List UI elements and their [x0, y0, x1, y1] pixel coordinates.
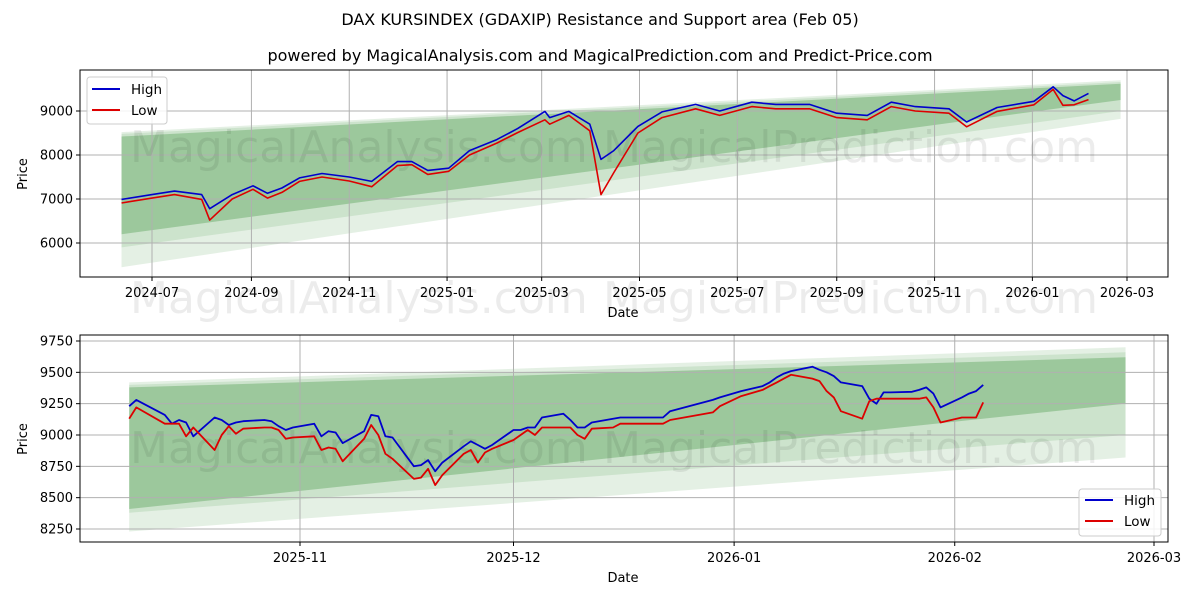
- y-tick-label: 9750: [40, 335, 73, 350]
- x-tick-label: 2026-02: [928, 551, 982, 566]
- band-2: [129, 357, 1126, 509]
- band-1: [129, 352, 1126, 513]
- x-tick-label: 2025-09: [810, 286, 864, 301]
- bottom-plot-area: [80, 335, 1168, 542]
- top-high-line: [121, 86, 1089, 210]
- bottom-axes-frame: [79, 334, 1169, 543]
- chart-subtitle: powered by MagicalAnalysis.com and Magic…: [267, 46, 933, 65]
- top-support-resistance-bands: [121, 80, 1121, 268]
- bottom-grid: [80, 335, 1168, 542]
- top-y-axis: 6000 7000 8000 9000: [40, 105, 80, 252]
- y-tick-label: 8250: [40, 523, 73, 538]
- y-tick-label: 7000: [40, 193, 73, 208]
- y-tick-label: 6000: [40, 237, 73, 252]
- x-tick-label: 2025-05: [612, 286, 666, 301]
- chart-title: DAX KURSINDEX (GDAXIP) Resistance and Su…: [341, 10, 859, 29]
- band-1: [121, 81, 1121, 248]
- bottom-legend: High Low: [1078, 488, 1162, 537]
- bottom-y-axis: 8250 8500 8750 9000 9250 9500 9750: [40, 335, 80, 538]
- y-tick-label: 9500: [40, 366, 73, 381]
- band-2: [121, 83, 1121, 235]
- legend-low-label: Low: [1124, 514, 1151, 530]
- x-tick-label: 2024-11: [322, 286, 376, 301]
- legend-high-label: High: [1124, 493, 1155, 509]
- watermark-right: MagicalPrediction.com: [603, 122, 1098, 173]
- x-tick-label: 2025-07: [710, 286, 764, 301]
- legend-high-label: High: [131, 82, 162, 98]
- x-tick-label: 2026-01: [1005, 286, 1059, 301]
- bottom-y-axis-label: Price: [16, 423, 31, 455]
- x-tick-label: 2026-01: [707, 551, 761, 566]
- y-tick-label: 8500: [40, 491, 73, 506]
- bottom-x-axis-label: Date: [607, 571, 638, 586]
- bottom-chart: MagicalAnalysis.com MagicalPrediction.co…: [16, 334, 1181, 586]
- watermark-left: MagicalAnalysis.com: [130, 122, 588, 173]
- y-tick-label: 9000: [40, 105, 73, 120]
- top-axes-frame: [79, 69, 1169, 278]
- x-tick-label: 2025-11: [907, 286, 961, 301]
- bottom-x-axis: 2025-11 2025-12 2026-01 2026-02 2026-03: [273, 542, 1181, 566]
- top-low-line: [121, 88, 1089, 221]
- top-x-axis: 2024-07 2024-09 2024-11 2025-01 2025-03 2025-…: [125, 277, 1154, 301]
- x-tick-label: 2025-12: [486, 551, 540, 566]
- watermark-left-lower: MagicalAnalysis.com: [130, 273, 588, 324]
- band-0: [129, 347, 1126, 532]
- bottom-low-line: [128, 373, 985, 487]
- y-tick-label: 8750: [40, 460, 73, 475]
- x-tick-label: 2026-03: [1100, 286, 1154, 301]
- top-x-axis-label: Date: [607, 306, 638, 321]
- x-tick-label: 2025-11: [273, 551, 327, 566]
- top-y-axis-label: Price: [16, 158, 31, 190]
- x-tick-label: 2025-01: [420, 286, 474, 301]
- top-chart: MagicalAnalysis.com MagicalPrediction.co…: [16, 69, 1169, 324]
- y-tick-label: 8000: [40, 149, 73, 164]
- y-tick-label: 9250: [40, 397, 73, 412]
- bottom-support-resistance-bands: [129, 347, 1126, 532]
- top-legend: High Low: [86, 76, 168, 125]
- x-tick-label: 2025-03: [515, 286, 569, 301]
- bottom-high-line: [128, 365, 984, 473]
- x-tick-label: 2024-07: [125, 286, 179, 301]
- y-tick-label: 9000: [40, 429, 73, 444]
- watermark-right-bottom: MagicalPrediction.com: [603, 423, 1098, 474]
- watermark-right-lower: MagicalPrediction.com: [603, 273, 1098, 324]
- band-0: [121, 80, 1121, 268]
- x-tick-label: 2026-03: [1127, 551, 1181, 566]
- legend-low-label: Low: [131, 103, 158, 119]
- x-tick-label: 2024-09: [224, 286, 278, 301]
